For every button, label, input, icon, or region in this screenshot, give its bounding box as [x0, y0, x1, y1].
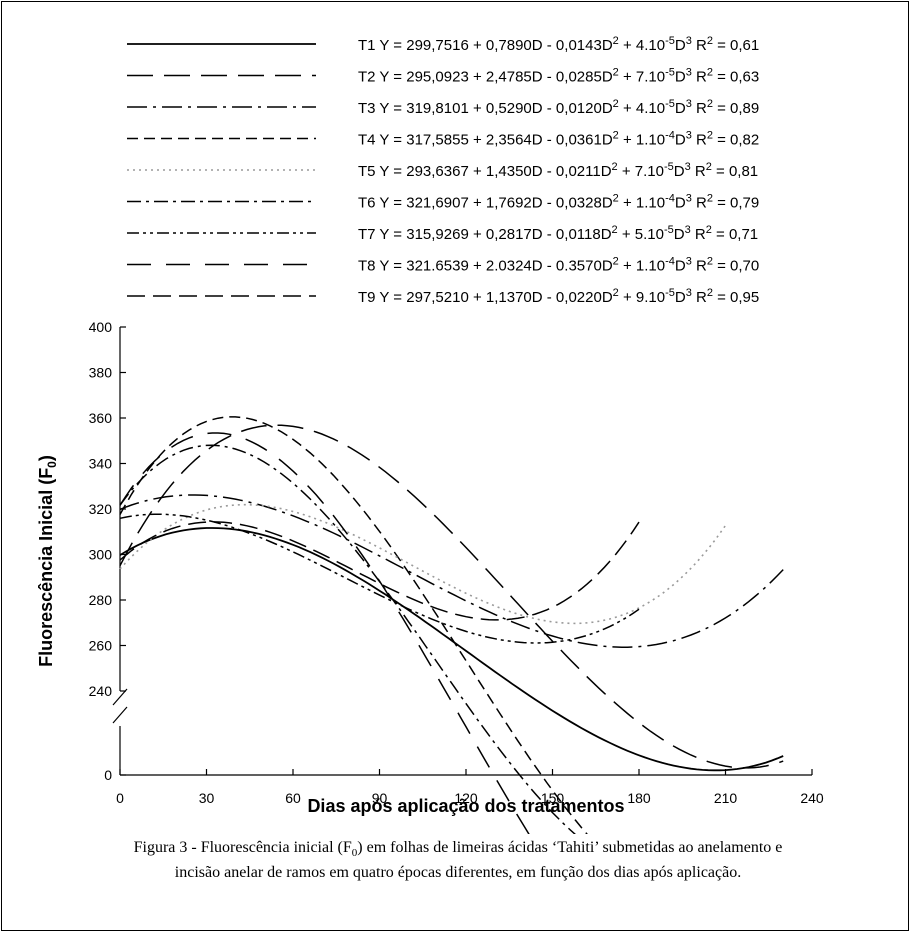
y-axis-title-end: ): [36, 455, 56, 461]
y-tick-label: 360: [89, 410, 113, 426]
x-tick-label: 180: [627, 790, 651, 806]
y-tick-label: 240: [89, 683, 113, 699]
y-tick-label-zero: 0: [104, 767, 112, 783]
y-tick-label: 320: [89, 501, 113, 517]
y-tick-label: 300: [89, 547, 113, 563]
x-tick-label: 210: [714, 790, 738, 806]
legend-label-t6: T6 Y = 321,6907 + 1,7692D - 0,0328D2 + 1…: [358, 193, 759, 212]
y-axis-title: Fluorescência Inicial (F0): [36, 455, 59, 667]
plot-area: [119, 416, 784, 834]
series-t5-curve: [119, 503, 727, 625]
x-tick-label: 150: [541, 790, 565, 806]
x-tick-label: 90: [372, 790, 388, 806]
series-t7-curve: [119, 513, 640, 644]
legend-label-t3: T3 Y = 319,8101 + 0,5290D - 0,0120D2 + 4…: [358, 98, 759, 117]
series-t3-curve: [119, 494, 784, 648]
y-tick-label: 380: [89, 365, 113, 381]
caption-subscript: 0: [351, 847, 358, 860]
chart: T1 Y = 299,7516 + 0,7890D - 0,0143D2 + 4…: [36, 35, 824, 834]
series-t9-curve: [119, 521, 640, 621]
series-t6-curve: [119, 444, 576, 834]
caption-line1-start: Figura 3 - Fluorescência inicial (F: [133, 839, 352, 856]
y-ticks: 240 260 280 300 320 340 360 380 400 0: [89, 319, 126, 783]
legend-label-t2: T2 Y = 295,0923 + 2,4785D - 0,0285D2 + 7…: [358, 67, 759, 86]
axes: 240 260 280 300 320 340 360 380 400 0 0 30 60 90 120 1…: [89, 319, 824, 806]
x-tick-label: 30: [199, 790, 215, 806]
x-axis-title: Dias após aplicação dos tratamentos: [307, 796, 624, 816]
x-tick-label: 120: [454, 790, 478, 806]
y-tick-label: 340: [89, 456, 113, 472]
series-t4-curve: [119, 416, 588, 834]
series-t1-curve: [119, 527, 784, 772]
x-tick-label: 0: [116, 790, 124, 806]
series-t8-curve: [119, 432, 530, 834]
y-axis-title-main: Fluorescência Inicial (F: [36, 468, 56, 667]
legend-label-t8: T8 Y = 321.6539 + 2.0324D - 0.3570D2 + 1…: [358, 256, 759, 275]
y-tick-label: 280: [89, 592, 113, 608]
x-tick-label: 240: [800, 790, 824, 806]
x-tick-label: 60: [285, 790, 301, 806]
y-axis-title-subscript: 0: [45, 461, 59, 468]
legend-label-t7: T7 Y = 315,9269 + 0,2817D - 0,0118D2 + 5…: [358, 224, 758, 243]
caption-line1-end: ) em folhas de limeiras ácidas ‘Tahiti’ …: [357, 839, 783, 856]
legend-label-t1: T1 Y = 299,7516 + 0,7890D - 0,0143D2 + 4…: [358, 35, 759, 54]
legend-label-t4: T4 Y = 317,5855 + 2,3564D - 0,0361D2 + 1…: [358, 130, 759, 149]
caption-line2: incisão anelar de ramos em quatro épocas…: [174, 864, 742, 882]
figure-caption: Figura 3 - Fluorescência inicial (F0) em…: [18, 838, 898, 883]
y-tick-label: 260: [89, 638, 113, 654]
y-tick-label: 400: [89, 319, 113, 335]
legend: T1 Y = 299,7516 + 0,7890D - 0,0143D2 + 4…: [127, 35, 759, 306]
legend-label-t5: T5 Y = 293,6367 + 1,4350D - 0,0211D2 + 7…: [358, 161, 758, 180]
legend-label-t9: T9 Y = 297,5210 + 1,1370D - 0,0220D2 + 9…: [358, 287, 759, 306]
axis-break-mark: [112, 706, 128, 724]
series-t2-curve: [119, 424, 784, 769]
axis-break-mark: [112, 688, 128, 706]
x-ticks: 0 30 60 90 120 150 180 210 240: [116, 769, 824, 806]
